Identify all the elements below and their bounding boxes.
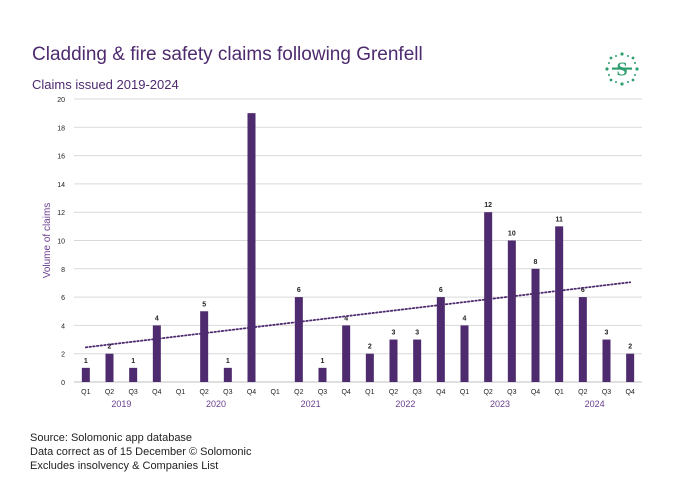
bar [342, 325, 351, 382]
data-label: 2 [108, 344, 112, 351]
x-tick-label: Q1 [176, 389, 185, 396]
bar [578, 297, 587, 382]
y-tick-label: 0 [61, 380, 65, 387]
x-tick-label: Q3 [507, 389, 516, 396]
x-tick-label: Q1 [81, 389, 90, 396]
x-tick-label: Q2 [199, 389, 208, 396]
y-axis-label: Volume of claims [42, 203, 53, 279]
data-label: 2 [628, 344, 632, 351]
bar [531, 268, 540, 382]
bar [507, 240, 516, 382]
bar [389, 339, 398, 382]
bar [484, 212, 493, 382]
data-label: 1 [84, 358, 88, 365]
x-tick-label: Q3 [412, 389, 421, 396]
footer-date: Data correct as of 15 December © Solomon… [30, 446, 252, 458]
year-label: 2022 [395, 399, 415, 409]
y-tick-label: 4 [61, 323, 65, 330]
x-tick-label: Q4 [247, 389, 256, 396]
bar [602, 339, 611, 382]
x-tick-label: Q4 [152, 389, 161, 396]
x-tick-label: Q2 [578, 389, 587, 396]
y-tick-label: 16 [57, 154, 65, 161]
data-label: 1 [226, 358, 230, 365]
data-label: 1 [131, 358, 135, 365]
footer-exclusions: Excludes insolvency & Companies List [30, 460, 219, 472]
bar [460, 325, 469, 382]
bar [200, 311, 209, 382]
data-label: 6 [581, 287, 585, 294]
bar [247, 113, 256, 383]
footer-source: Source: Solomonic app database [30, 432, 193, 444]
data-label: 3 [605, 330, 609, 337]
data-label: 8 [534, 259, 538, 266]
data-label: 4 [155, 315, 159, 322]
y-tick-label: 12 [57, 210, 65, 217]
y-tick-label: 18 [57, 125, 65, 132]
chart-title: Cladding & fire safety claims following … [32, 44, 423, 65]
bar [436, 297, 445, 382]
year-label: 2021 [301, 399, 321, 409]
data-label: 4 [463, 315, 467, 322]
x-tick-label: Q1 [554, 389, 563, 396]
data-label: 1 [321, 358, 325, 365]
y-tick-label: 14 [57, 182, 65, 189]
y-tick-label: 6 [61, 295, 65, 302]
x-tick-label: Q3 [128, 389, 137, 396]
solomonic-s-logo-icon: S [605, 52, 639, 86]
bar [105, 353, 114, 382]
x-tick-label: Q3 [318, 389, 327, 396]
x-tick-label: Q3 [602, 389, 611, 396]
bar [152, 325, 161, 382]
bar [365, 353, 374, 382]
bar [626, 353, 635, 382]
data-label: 11 [555, 216, 563, 223]
x-tick-label: Q1 [365, 389, 374, 396]
year-label: 2019 [111, 399, 131, 409]
bar [223, 367, 232, 382]
x-tick-label: Q4 [531, 389, 540, 396]
x-tick-label: Q2 [389, 389, 398, 396]
chart-footer: Source: Solomonic app database Data corr… [30, 431, 251, 473]
x-tick-label: Q4 [625, 389, 634, 396]
y-tick-label: 10 [57, 239, 65, 246]
chart-subtitle: Claims issued 2019-2024 [32, 77, 179, 92]
trendline [84, 281, 632, 349]
data-label: 2 [368, 344, 372, 351]
y-tick-label: 20 [57, 97, 65, 104]
x-tick-label: Q1 [270, 389, 279, 396]
x-tick-label: Q3 [223, 389, 232, 396]
y-tick-label: 2 [61, 352, 65, 359]
bar [129, 367, 138, 382]
data-label: 3 [415, 330, 419, 337]
x-tick-label: Q4 [436, 389, 445, 396]
bar [413, 339, 422, 382]
data-label: 6 [297, 287, 301, 294]
data-label: 5 [202, 301, 206, 308]
data-label: 4 [344, 315, 348, 322]
x-tick-label: Q4 [341, 389, 350, 396]
data-label: 6 [439, 287, 443, 294]
x-tick-label: Q2 [483, 389, 492, 396]
bar [81, 367, 90, 382]
year-label: 2020 [206, 399, 226, 409]
data-label: 3 [392, 330, 396, 337]
bar [294, 297, 303, 382]
x-tick-label: Q1 [460, 389, 469, 396]
x-tick-label: Q2 [294, 389, 303, 396]
y-tick-label: 8 [61, 267, 65, 274]
bar [318, 367, 327, 382]
year-label: 2024 [585, 399, 605, 409]
data-label: 10 [508, 231, 516, 238]
year-label: 2023 [490, 399, 510, 409]
bar [555, 226, 564, 382]
data-label: 12 [484, 202, 492, 209]
x-tick-label: Q2 [105, 389, 114, 396]
